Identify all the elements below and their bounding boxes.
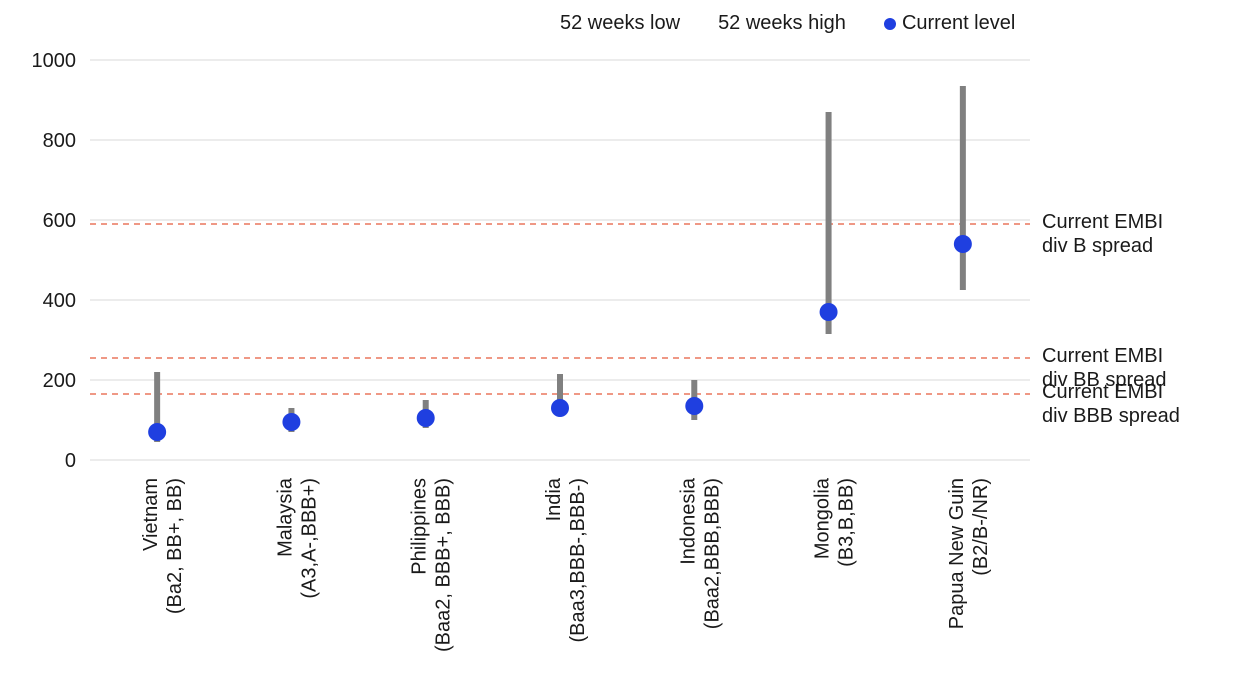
current-marker xyxy=(417,409,435,427)
x-label-line1: Mongolia xyxy=(812,477,834,559)
current-marker xyxy=(820,303,838,321)
current-marker xyxy=(282,413,300,431)
x-category-label: India(Baa3,BBB-,BBB-) xyxy=(543,477,589,642)
current-marker xyxy=(954,235,972,253)
x-label-line2: (B3,B,BB) xyxy=(836,478,858,567)
y-tick-label: 1000 xyxy=(32,50,77,72)
x-label-line2: (Baa3,BBB-,BBB-) xyxy=(567,478,589,643)
x-category-label: Vietnam(Ba2, BB+, BB) xyxy=(140,478,186,614)
current-marker xyxy=(148,423,166,441)
x-label-line2: (B2/B-/NR) xyxy=(970,478,992,576)
reference-label-line1: Current EMBI xyxy=(1042,211,1163,233)
x-category-label: Indonesia(Baa2,BBB,BBB) xyxy=(677,477,723,629)
y-tick-label: 600 xyxy=(43,210,76,232)
y-tick-label: 0 xyxy=(65,450,76,472)
x-label-line1: Papua New Guin xyxy=(946,478,968,629)
y-tick-label: 400 xyxy=(43,290,76,312)
reference-label-line1: Current EMBI xyxy=(1042,381,1163,403)
legend-item-current: Current level xyxy=(884,12,1015,35)
x-label-line1: Vietnam xyxy=(140,478,162,551)
y-tick-label: 800 xyxy=(43,130,76,152)
x-label-line2: (Baa2, BBB+, BBB) xyxy=(433,478,455,652)
x-label-line1: Indonesia xyxy=(677,477,699,565)
legend-low-label: 52 weeks low xyxy=(560,12,680,35)
legend-item-high: 52 weeks high xyxy=(718,12,846,35)
reference-label-line2: div B spread xyxy=(1042,235,1153,257)
current-marker xyxy=(685,397,703,415)
x-category-label: Mongolia(B3,B,BB) xyxy=(812,477,858,567)
x-label-line2: (Baa2,BBB,BBB) xyxy=(701,478,723,629)
legend-item-low: 52 weeks low xyxy=(560,12,680,35)
x-label-line2: (A3,A-,BBB+) xyxy=(298,478,320,599)
reference-label-line2: div BBB spread xyxy=(1042,405,1180,427)
reference-label-line1: Current EMBI xyxy=(1042,345,1163,367)
x-label-line1: Malaysia xyxy=(274,477,296,557)
x-category-label: Philippines(Baa2, BBB+, BBB) xyxy=(409,478,455,652)
x-category-label: Malaysia(A3,A-,BBB+) xyxy=(274,477,320,598)
x-category-label: Papua New Guin(B2/B-/NR) xyxy=(946,478,992,629)
legend-current-label: Current level xyxy=(902,12,1015,35)
x-label-line1: India xyxy=(543,477,565,521)
legend-high-label: 52 weeks high xyxy=(718,12,846,35)
x-label-line1: Philippines xyxy=(409,478,431,575)
spread-range-chart: 52 weeks low 52 weeks high Current level… xyxy=(0,0,1248,700)
x-label-line2: (Ba2, BB+, BB) xyxy=(164,478,186,614)
y-tick-label: 200 xyxy=(43,370,76,392)
chart-svg: 02004006008001000Current EMBIdiv B sprea… xyxy=(0,0,1248,700)
chart-legend: 52 weeks low 52 weeks high Current level xyxy=(560,12,1015,35)
current-marker xyxy=(551,399,569,417)
legend-current-dot-icon xyxy=(884,18,896,30)
